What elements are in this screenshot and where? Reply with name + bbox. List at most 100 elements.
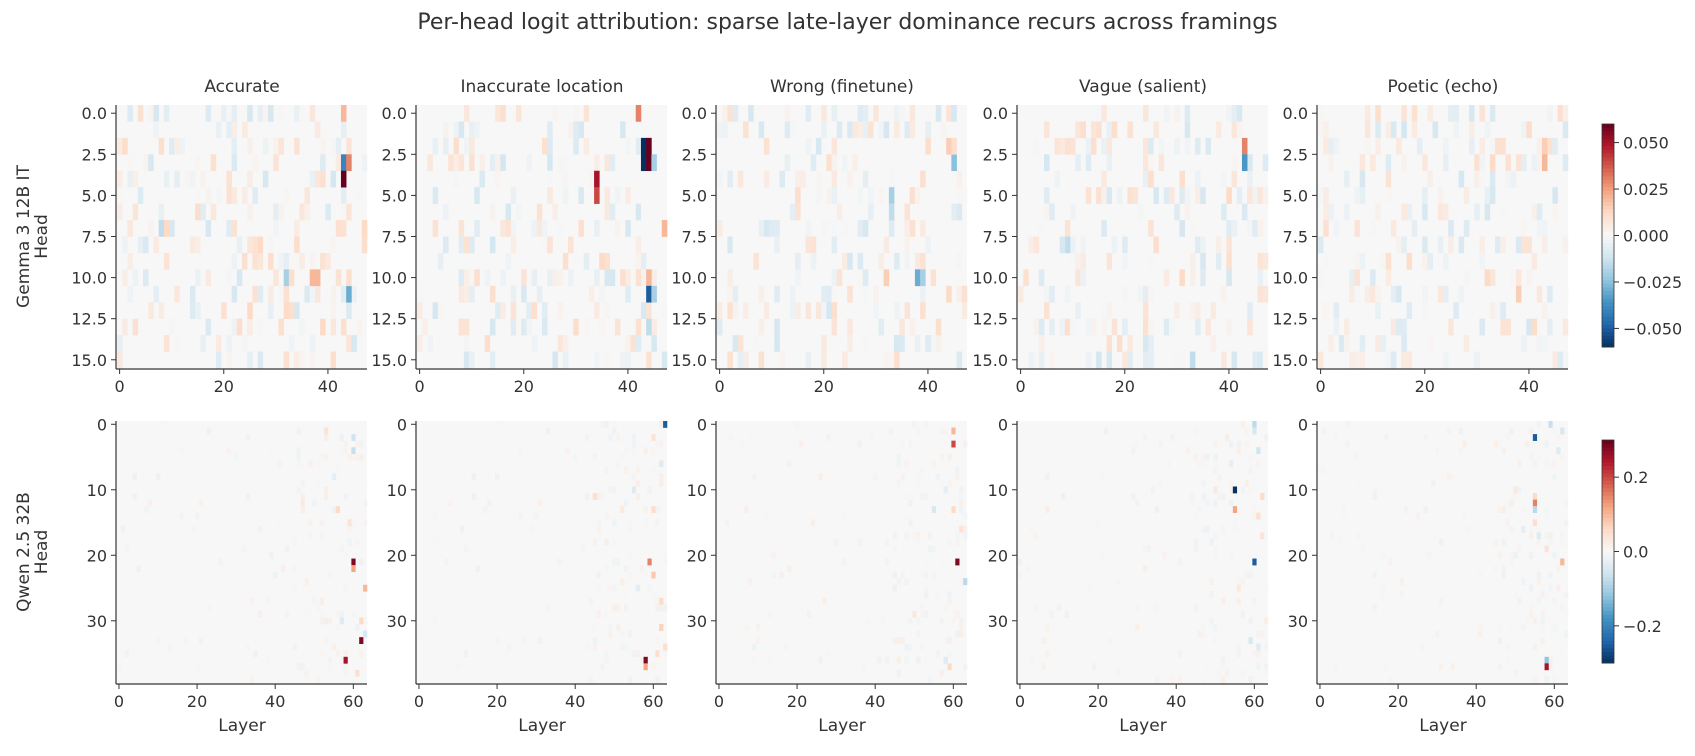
heatmap-cell-faint [437, 302, 444, 319]
heatmap-cell-faint [205, 318, 212, 336]
heatmap-cell [1232, 506, 1238, 513]
colorbar-segment [1602, 555, 1614, 560]
heatmap-cell [651, 434, 656, 441]
heatmap-cell-faint [463, 318, 470, 336]
heatmap-cell-faint [1193, 538, 1198, 546]
heatmap-cell-faint [1526, 269, 1532, 287]
heatmap-cell-faint [552, 269, 558, 287]
y-tick-label: 2.5 [983, 145, 1008, 164]
colorbar-segment [1602, 239, 1614, 244]
heatmap-cell-faint [335, 269, 342, 287]
heatmap-cell-faint [1025, 565, 1031, 572]
heatmap-cell-faint [624, 499, 629, 507]
heatmap-cell-faint [417, 302, 423, 319]
heatmap-cell-faint [557, 335, 564, 352]
heatmap-cell-faint [920, 610, 925, 618]
heatmap-cell-faint [1111, 236, 1118, 254]
colorbar [1601, 123, 1619, 348]
heatmap-cell-faint [1318, 187, 1324, 204]
heatmap-cell-faint [612, 558, 617, 566]
heatmap-cell-faint [892, 571, 897, 579]
y-tick-label: 2.5 [1283, 145, 1308, 164]
heatmap-cell-faint [1505, 154, 1512, 172]
heatmap-cell-faint [1174, 351, 1180, 369]
heatmap-cell-faint [737, 170, 744, 188]
heatmap-cell [1225, 434, 1230, 441]
heatmap-cell-faint [920, 285, 926, 303]
colorbar-segment [1602, 551, 1614, 556]
heatmap-cell-faint [826, 154, 832, 172]
heatmap-cell-faint [231, 121, 238, 139]
heatmap-cell-faint [1122, 252, 1128, 270]
heatmap-cell [1256, 447, 1261, 455]
heatmap-cell-faint [1489, 269, 1496, 287]
heatmap-cell-faint [1493, 650, 1498, 658]
heatmap-cell-faint [1213, 532, 1218, 540]
heatmap-cell-faint [1510, 269, 1517, 287]
heatmap-cell [631, 486, 637, 494]
heatmap-cell-faint [924, 571, 929, 579]
heatmap-cell-faint [417, 285, 423, 303]
heatmap-cell-faint [1213, 460, 1218, 468]
colorbar-segment [1602, 335, 1614, 341]
heatmap-cell-faint [1169, 187, 1175, 204]
heatmap-cell-faint [1443, 252, 1449, 270]
heatmap-cell-faint [284, 545, 290, 553]
heatmap-cell-faint [257, 105, 264, 122]
heatmap-cell-faint [925, 137, 931, 155]
heatmap-cell-faint [627, 525, 633, 533]
heatmap-cell-faint [542, 220, 548, 237]
heatmap-cell-faint [1041, 663, 1046, 671]
colorbar-segment [1602, 157, 1614, 162]
heatmap-cell-faint [912, 552, 917, 559]
heatmap-cell-faint [252, 252, 258, 270]
heatmap-cell [914, 269, 921, 287]
heatmap-cell-faint [643, 447, 648, 455]
heatmap-cell [1101, 170, 1107, 188]
heatmap-cell-faint [552, 351, 558, 369]
heatmap-cell-faint [127, 154, 133, 172]
heatmap-cell-faint [1422, 154, 1428, 172]
heatmap-cell-faint [226, 335, 232, 352]
heatmap-cell-faint [335, 610, 340, 618]
heatmap-cell-faint [624, 466, 629, 474]
heatmap-cell-faint [538, 499, 543, 507]
heatmap-cell-faint [483, 506, 488, 513]
x-tick-label: 20 [1388, 692, 1408, 711]
heatmap-cell-faint [1252, 663, 1257, 671]
x-tick-label: 20 [1415, 377, 1435, 396]
heatmap-cell-faint [1260, 630, 1265, 638]
heatmap-cell-faint [1038, 351, 1045, 369]
colorbar-tick-label: 0.000 [1623, 227, 1669, 246]
heatmap-cell-faint [774, 236, 780, 254]
x-tick-label: 40 [1519, 377, 1539, 396]
heatmap-cell-faint [1178, 558, 1183, 566]
heatmap-cell-faint [651, 269, 657, 287]
heatmap-cell-faint [458, 285, 465, 303]
heatmap-cell-faint [1446, 473, 1452, 481]
heatmap-cell-faint [1454, 650, 1459, 658]
heatmap-cell-faint [805, 220, 812, 237]
heatmap-cell-faint [810, 154, 817, 172]
heatmap-cell [643, 656, 648, 664]
heatmap-cell-faint [1437, 236, 1444, 254]
heatmap-cell [562, 252, 569, 270]
heatmap-cell-faint [631, 650, 637, 658]
heatmap-cell-faint [1178, 650, 1183, 658]
heatmap-cell-faint [262, 105, 269, 122]
heatmap-cell-faint [947, 597, 952, 605]
heatmap-cell-faint [1375, 121, 1381, 139]
heatmap-cell-faint [727, 236, 733, 254]
heatmap-cell-faint [1205, 453, 1210, 461]
heatmap-cell-faint [253, 650, 258, 658]
colorbar-segment [1602, 514, 1614, 519]
heatmap-cell-faint [1560, 538, 1565, 546]
heatmap-cell-faint [939, 453, 944, 461]
heatmap-cell [646, 137, 652, 155]
heatmap-cell-faint [748, 434, 753, 441]
heatmap-cell-faint [614, 187, 621, 204]
heatmap-cell-faint [1525, 630, 1530, 638]
heatmap-cell-faint [1049, 285, 1055, 303]
heatmap-cell-faint [573, 453, 578, 461]
heatmap-cell-faint [727, 302, 733, 319]
